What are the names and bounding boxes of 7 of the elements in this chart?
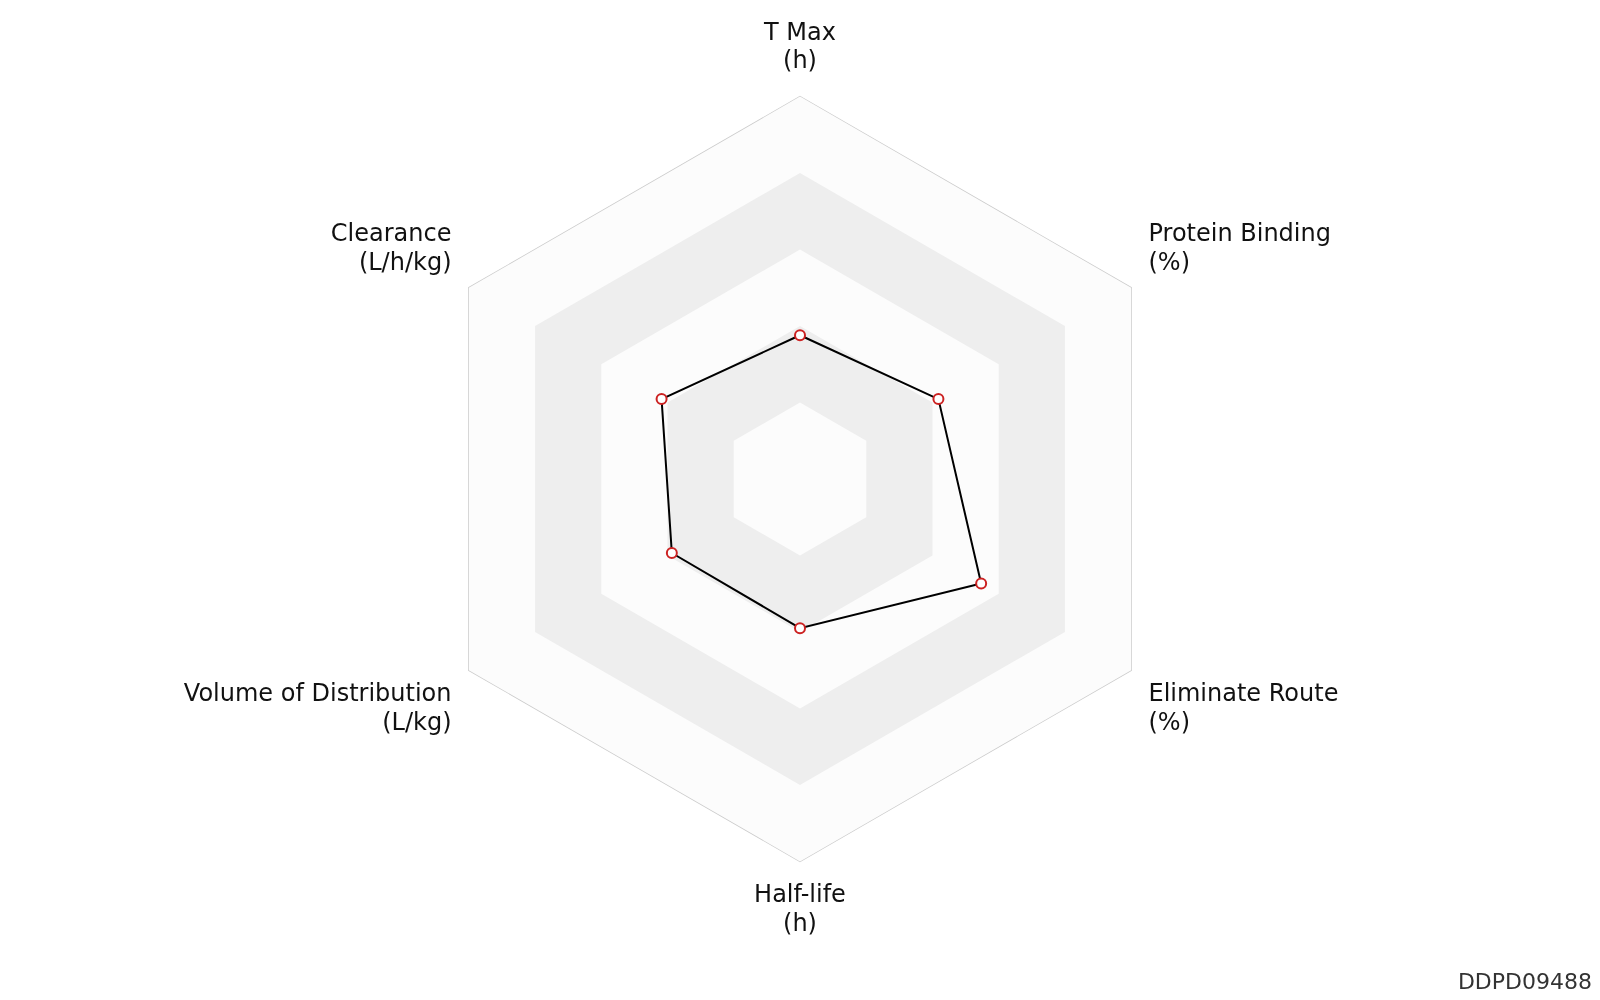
spoke-label: Half-life (h) (754, 880, 846, 937)
spoke-label: T Max (h) (763, 17, 836, 75)
spoke-label: Volume of Distribution (L/kg) (183, 678, 452, 736)
spoke-label: Protein Binding (%) (1148, 218, 1331, 276)
spoke-label: Eliminate Route (%) (1148, 678, 1339, 736)
text: DDPD09488 (1457, 969, 1592, 994)
spoke-label: Clearance (L/h/kg) (330, 218, 452, 276)
